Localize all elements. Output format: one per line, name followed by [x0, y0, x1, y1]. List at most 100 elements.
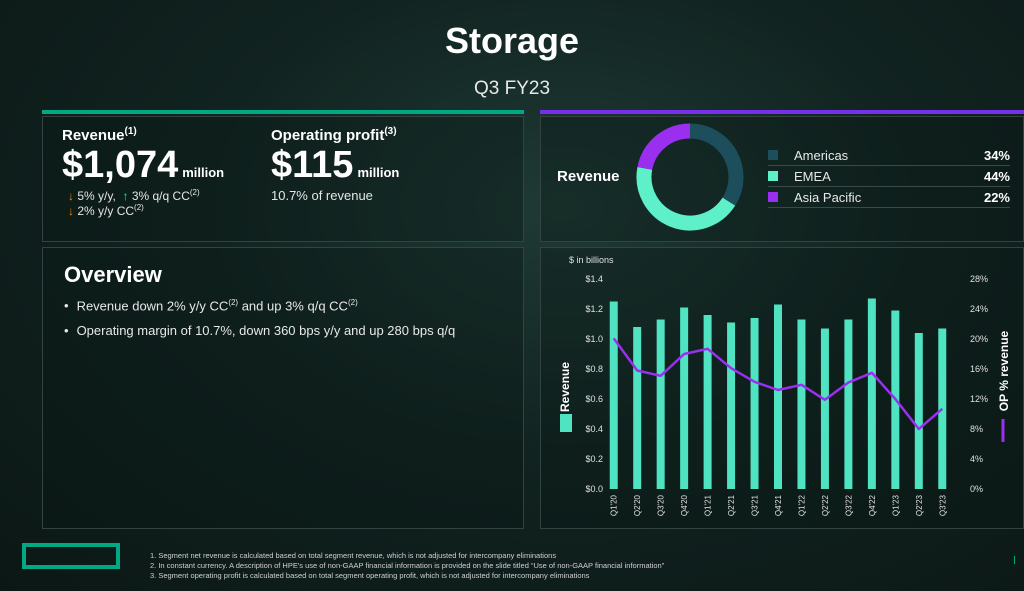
page-marker — [1014, 556, 1015, 564]
y-tick-label: $0.0 — [585, 484, 603, 494]
accent-bar-purple — [540, 110, 1024, 114]
y-axis-legend-swatch — [560, 414, 572, 432]
revenue-bar — [938, 328, 947, 489]
revenue-bar — [844, 319, 853, 489]
x-tick-label: Q3'23 — [938, 494, 947, 516]
x-tick-label: Q1'20 — [610, 494, 619, 516]
footnote-2: 2. In constant currency. A description o… — [150, 561, 665, 570]
y2-tick-label: 20% — [970, 334, 988, 344]
revenue-delta-qq: 3% q/q CC — [131, 189, 190, 203]
operating-profit-value-row: $115 million — [271, 144, 399, 186]
x-tick-label: Q4'20 — [680, 494, 689, 516]
revenue-bar — [727, 322, 736, 489]
legend-swatch — [768, 150, 778, 160]
x-tick-label: Q1'22 — [797, 494, 806, 516]
overview-title: Overview — [64, 262, 162, 287]
y-tick-label: $1.2 — [585, 304, 603, 314]
revenue-bar — [797, 319, 806, 489]
operating-profit-note: 10.7% of revenue — [271, 188, 373, 203]
legend-swatch — [768, 171, 778, 181]
legend-name: EMEA — [794, 168, 831, 184]
revenue-bar — [633, 327, 642, 489]
x-tick-label: Q4'22 — [868, 494, 877, 516]
legend-name: Asia Pacific — [794, 189, 862, 205]
x-tick-label: Q1'23 — [891, 494, 900, 516]
revenue-bar — [774, 304, 782, 489]
donut-slice-emea — [636, 166, 736, 231]
arrow-down-icon: ↓ — [68, 204, 74, 218]
x-tick-label: Q2'20 — [633, 494, 642, 516]
legend-percent: 44% — [983, 168, 1010, 184]
x-tick-label: Q2'21 — [727, 494, 736, 516]
revenue-unit: million — [182, 165, 225, 180]
footnote-ref: (2) — [134, 203, 144, 212]
arrow-up-icon: ↑ — [122, 189, 129, 203]
hpe-logo — [22, 543, 120, 569]
y2-tick-label: 0% — [970, 484, 983, 494]
y2-tick-label: 28% — [970, 274, 988, 284]
footnote-ref: (2) — [189, 188, 200, 197]
y-tick-label: $0.4 — [585, 424, 603, 434]
revenue-bar — [914, 333, 923, 489]
arrow-down-icon: ↓ — [68, 189, 74, 203]
y2-tick-label: 12% — [970, 394, 988, 404]
revenue-mix-label: Revenue — [557, 168, 620, 185]
footnote-3: 3. Segment operating profit is calculate… — [150, 571, 590, 580]
revenue-deltas-2: ↓ 2% y/y CC(2) — [62, 203, 224, 218]
list-item: Revenue down 2% y/y CC(2) and up 3% q/q … — [64, 298, 455, 313]
list-item: Operating margin of 10.7%, down 360 bps … — [64, 323, 456, 338]
revenue-delta-yy: 5% y/y, — [77, 189, 116, 203]
revenue-bar — [750, 318, 759, 489]
revenue-bar — [609, 301, 618, 489]
overview-panel — [42, 247, 524, 529]
revenue-mix-panel — [540, 116, 1024, 242]
kpi-panel — [42, 116, 524, 242]
legend-percent: 22% — [983, 189, 1010, 205]
y-tick-label: $0.6 — [585, 394, 603, 404]
legend-row-emea: EMEA 44% — [768, 166, 1010, 187]
revenue-bar — [656, 319, 665, 489]
revenue-bar — [680, 307, 689, 489]
revenue-delta-cc: 2% y/y CC — [77, 204, 135, 218]
y2-tick-label: 8% — [970, 424, 983, 434]
revenue-deltas-1: ↓ 5% y/y, ↑ 3% q/q CC(2) — [62, 188, 224, 203]
y2-axis-label: OP % revenue — [997, 330, 1011, 411]
revenue-op-chart: $ in billions $0.0 $0.2 $0.4 $0.6 $0.8 $1.0 $1.… — [558, 255, 1011, 516]
revenue-donut — [636, 123, 744, 231]
legend-swatch — [768, 192, 778, 202]
y2-tick-label: 24% — [970, 304, 988, 314]
operating-profit-value: $115 — [271, 144, 354, 186]
y-tick-label: $1.0 — [585, 334, 603, 344]
x-tick-label: Q4'21 — [774, 494, 783, 516]
footnote-1: 1. Segment net revenue is calculated bas… — [150, 551, 557, 560]
revenue-bar — [867, 298, 876, 489]
y-axis-label: Revenue — [558, 362, 572, 412]
x-tick-label: Q1'21 — [704, 494, 713, 516]
revenue-legend: Americas 34% EMEA 44% Asia Pacific 22% — [768, 145, 1010, 208]
y2-tick-label: 16% — [970, 364, 988, 374]
y-tick-label: $1.4 — [585, 274, 603, 284]
operating-profit-label: Operating profit(3) — [271, 126, 397, 144]
revenue-value: $1,074 — [62, 144, 179, 186]
y2-tick-label: 4% — [970, 454, 983, 464]
revenue-bar — [820, 328, 829, 489]
revenue-bar — [703, 315, 712, 489]
y-tick-label: $0.2 — [585, 454, 603, 464]
legend-name: Americas — [794, 147, 849, 163]
operating-profit-kpi: Operating profit(3) $115 million 10.7% of… — [271, 126, 399, 203]
page-subtitle: Q3 FY23 — [473, 78, 551, 99]
x-tick-label: Q2'22 — [821, 494, 830, 516]
revenue-value-row: $1,074 million — [62, 144, 224, 186]
footnotes: 1. Segment net revenue is calculated bas… — [150, 551, 664, 581]
operating-profit-unit: million — [357, 165, 400, 180]
overview-bullets: Revenue down 2% y/y CC(2) and up 3% q/q … — [64, 298, 456, 348]
accent-bar-green — [42, 110, 524, 114]
y-tick-label: $0.8 — [585, 364, 603, 374]
x-tick-label: Q3'22 — [844, 494, 853, 516]
chart-unit-note: $ in billions — [569, 255, 614, 265]
legend-row-americas: Americas 34% — [768, 145, 1010, 166]
revenue-label: Revenue(1) — [62, 126, 137, 144]
page-title: Storage — [444, 20, 580, 61]
legend-percent: 34% — [983, 147, 1010, 163]
donut-slice-asia-pacific — [637, 123, 691, 171]
